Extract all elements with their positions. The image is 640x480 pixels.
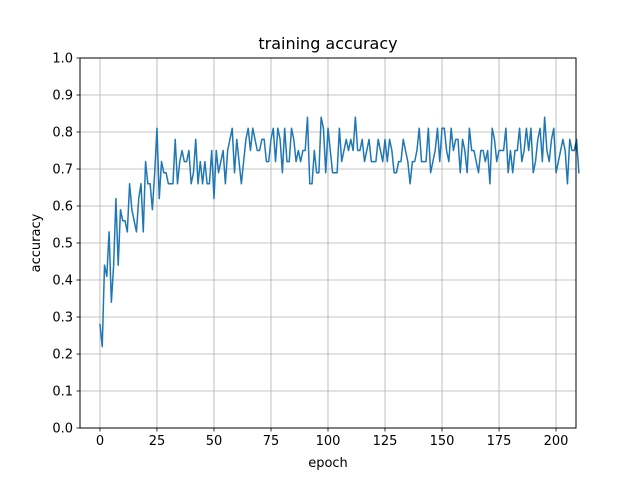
- series-layer: [99, 116, 580, 348]
- accuracy-series-line: [99, 116, 580, 348]
- y-tick-label: 0.8: [52, 126, 73, 141]
- y-tick-label: 0.4: [52, 274, 73, 289]
- y-tick-label: 0.5: [52, 237, 73, 252]
- x-tick-label: 25: [149, 434, 166, 449]
- x-tick-label: 0: [96, 434, 104, 449]
- x-tick-label: 175: [487, 434, 512, 449]
- y-tick-label: 0.0: [52, 422, 73, 437]
- y-tick-label: 0.1: [52, 385, 73, 400]
- chart-title: training accuracy: [258, 34, 397, 53]
- x-tick-label: 200: [544, 434, 569, 449]
- y-tick-label: 0.9: [52, 89, 73, 104]
- x-tick-label: 100: [316, 434, 341, 449]
- grid-lines: [80, 57, 576, 429]
- x-tick-label: 125: [373, 434, 398, 449]
- x-tick-label: 75: [263, 434, 280, 449]
- y-tick-label: 0.7: [52, 163, 73, 178]
- x-axis-title: epoch: [308, 456, 348, 471]
- y-tick-label: 0.3: [52, 311, 73, 326]
- x-tick-label: 150: [430, 434, 455, 449]
- y-tick-label: 0.6: [52, 200, 73, 215]
- x-tick-label: 50: [206, 434, 223, 449]
- y-tick-label: 1.0: [52, 52, 73, 67]
- y-tick-label: 0.2: [52, 348, 73, 363]
- axis-ticks: 0 25 50 75 100 125 150 175 200 0.0 0.1 0.2 0.3 0.4 0.5…: [52, 52, 568, 450]
- y-axis-title: accuracy: [29, 213, 44, 272]
